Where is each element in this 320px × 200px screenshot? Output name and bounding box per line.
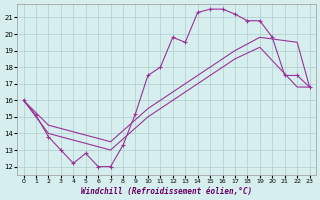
X-axis label: Windchill (Refroidissement éolien,°C): Windchill (Refroidissement éolien,°C) (81, 187, 252, 196)
